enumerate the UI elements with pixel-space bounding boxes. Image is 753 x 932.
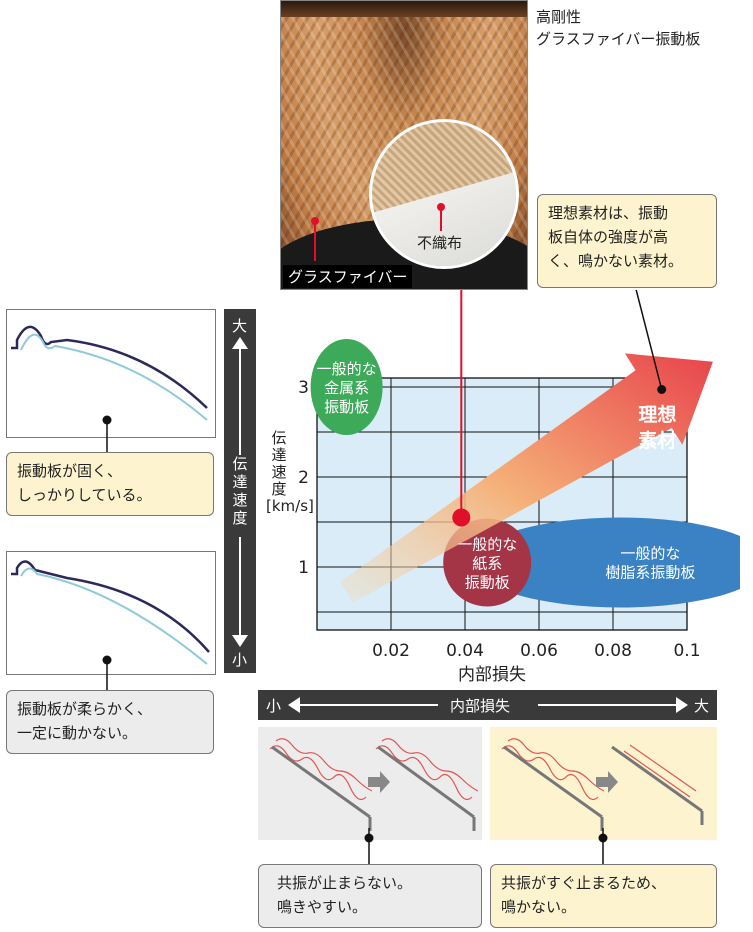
fiber-label: グラスファイバー bbox=[283, 265, 413, 288]
bottom-pointer-2 bbox=[598, 828, 608, 868]
nonwoven-marker-dot bbox=[437, 203, 445, 211]
stiff-line2: しっかりしている。 bbox=[17, 486, 152, 504]
resonance-high-line2: 鳴かない。 bbox=[501, 898, 577, 916]
ideal-material-callout: 理想素材は、振動 板自体の強度が高 く、鳴かない素材。 bbox=[537, 194, 717, 288]
resonance-panel-high bbox=[490, 727, 717, 840]
photo-markers bbox=[311, 203, 445, 261]
x-tick-label: 0.06 bbox=[520, 641, 558, 661]
y-tick-label: 3 bbox=[298, 378, 309, 398]
soft-diaphragm-box: 振動板が柔らかく、 一定に動かない。 bbox=[6, 690, 214, 754]
y-tick-label: 2 bbox=[298, 468, 309, 488]
region-2-label: 一般的な bbox=[620, 545, 680, 563]
left-pointer-1 bbox=[102, 415, 112, 454]
soft-line2: 一定に動かない。 bbox=[17, 724, 138, 742]
stiff-line1: 振動板が固く、 bbox=[17, 462, 123, 480]
nonwoven-label: 不織布 bbox=[417, 234, 463, 252]
speed-scale-top: 大 bbox=[232, 317, 248, 335]
ideal-marker-line bbox=[635, 290, 663, 390]
y-tick-label: 1 bbox=[298, 558, 309, 578]
resonance-high-line1: 共振がすぐ止まるため、 bbox=[501, 874, 667, 892]
loss-scale-left: 小 bbox=[266, 697, 282, 715]
soft-line1: 振動板が柔らかく、 bbox=[17, 700, 153, 718]
soft-curve bbox=[11, 560, 210, 665]
fiber-marker-dot bbox=[311, 217, 319, 225]
y-axis-label: 伝達速度[km/s] bbox=[266, 429, 314, 515]
loss-scale-bar: 小 内部損失 大 bbox=[258, 690, 717, 720]
speed-scale-bottom: 小 bbox=[232, 651, 248, 669]
resonance-high-diagram bbox=[501, 738, 704, 831]
left-pointer-2 bbox=[102, 655, 112, 694]
x-tick-label: 0.1 bbox=[673, 641, 700, 661]
speed-scale-label: 伝達速度 bbox=[231, 455, 249, 527]
ideal-arrow bbox=[340, 353, 713, 603]
x-tick-label: 0.04 bbox=[446, 641, 484, 661]
bottom-pointer-1 bbox=[364, 828, 374, 868]
photo-top-edge bbox=[281, 1, 527, 17]
glass-fiber-point bbox=[452, 508, 471, 527]
stiff-diaphragm-box: 振動板が固く、 しっかりしている。 bbox=[6, 452, 214, 516]
loss-scale-label: 内部損失 bbox=[450, 697, 511, 715]
region-0-ellipse bbox=[310, 339, 383, 435]
photo-title-line2: グラスファイバー振動板 bbox=[536, 30, 701, 48]
glass-fiber-photo: 不織布 グラスファイバー bbox=[280, 0, 528, 290]
soft-diaphragm-diagram bbox=[6, 551, 216, 675]
region-1-label: 紙系 bbox=[472, 555, 502, 573]
callout-line3: く、鳴かない素材。 bbox=[548, 252, 684, 270]
resonance-panel-low bbox=[258, 727, 482, 840]
magnified-circle bbox=[369, 119, 519, 269]
speed-scale-arrows bbox=[232, 337, 248, 647]
region-2-ellipse bbox=[472, 517, 740, 608]
photo-title: 高剛性 グラスファイバー振動板 bbox=[536, 6, 700, 50]
loss-scale-right: 大 bbox=[694, 697, 710, 715]
resonance-low-box: 共振が止まらない。 鳴きやすい。 bbox=[258, 864, 482, 928]
ideal-label-line1: 理想 bbox=[638, 403, 676, 426]
resonance-low-line2: 鳴きやすい。 bbox=[277, 898, 368, 916]
resonance-low-diagram bbox=[269, 738, 479, 831]
region-2-label: 樹脂系振動板 bbox=[605, 564, 695, 582]
x-tick-label: 0.02 bbox=[372, 641, 410, 661]
x-tick-label: 0.08 bbox=[594, 641, 632, 661]
loss-scale-arrows bbox=[288, 697, 688, 713]
stiff-diaphragm-diagram bbox=[6, 309, 216, 438]
callout-line2: 板自体の強度が高 bbox=[548, 228, 669, 246]
callout-line1: 理想素材は、振動 bbox=[548, 204, 669, 222]
region-1-label: 振動板 bbox=[465, 574, 510, 592]
region-0-label: 金属系 bbox=[324, 379, 369, 397]
stiff-curve bbox=[11, 325, 208, 421]
speed-scale-bar: 大 伝達速度 小 bbox=[224, 309, 256, 673]
region-0-label: 振動板 bbox=[324, 398, 369, 416]
ideal-label-line2: 素材 bbox=[638, 429, 676, 452]
region-0-label: 一般的な bbox=[317, 360, 377, 378]
resonance-high-box: 共振がすぐ止まるため、 鳴かない。 bbox=[490, 864, 717, 928]
photo-title-line1: 高剛性 bbox=[536, 8, 582, 26]
x-axis-label: 内部損失 bbox=[458, 665, 526, 682]
region-1-label: 一般的な bbox=[457, 536, 517, 554]
resonance-low-line1: 共振が止まらない。 bbox=[277, 874, 413, 892]
